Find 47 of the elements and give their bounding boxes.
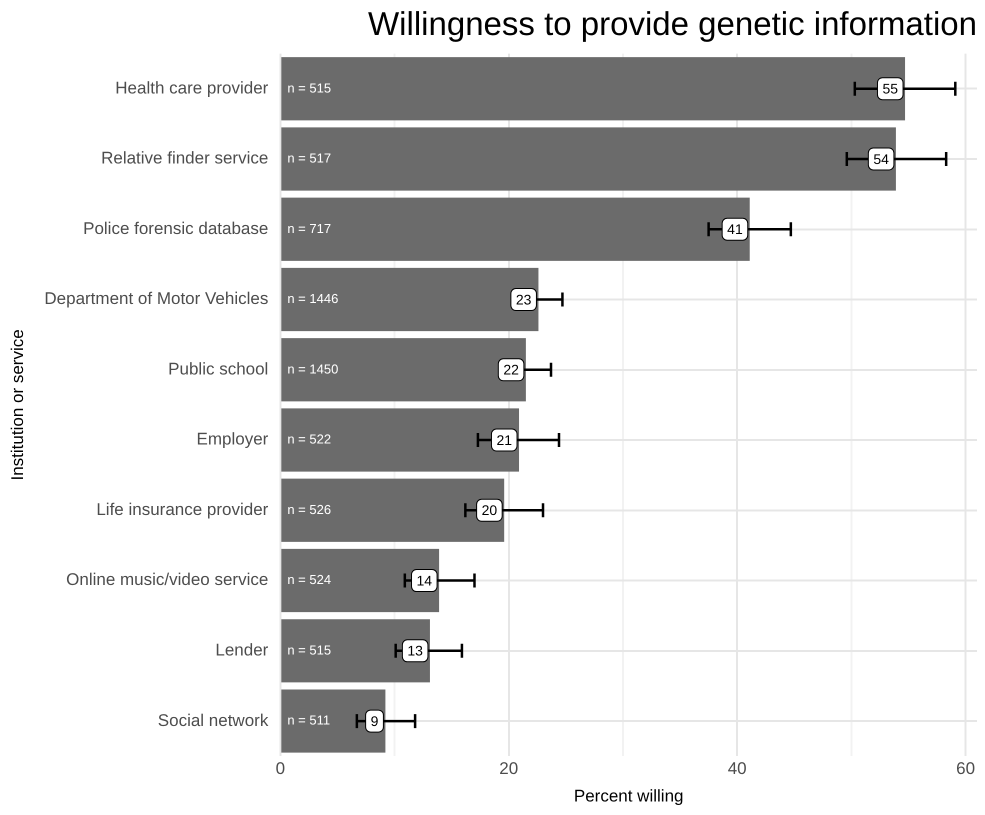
bar	[281, 127, 896, 191]
data-label: 20	[482, 502, 498, 518]
bar	[281, 408, 520, 472]
y-tick-label: Health care provider	[115, 78, 269, 98]
annotation: n = 524	[287, 572, 332, 588]
y-tick-label: Relative finder service	[101, 148, 268, 168]
data-label: 41	[727, 221, 743, 238]
annotation: n = 511	[287, 712, 330, 728]
bar	[281, 548, 440, 612]
data-label: 13	[407, 642, 424, 659]
x-tick-label: 40	[728, 759, 747, 778]
bar	[281, 619, 430, 682]
y-tick-label: Social network	[158, 710, 269, 730]
x-tick-label: 20	[499, 759, 518, 778]
annotation: n = 515	[287, 80, 332, 96]
bar	[281, 478, 504, 542]
data-label: 21	[496, 432, 512, 448]
annotation: n = 717	[287, 220, 332, 236]
data-label: 22	[503, 362, 520, 378]
annotation: n = 526	[287, 502, 332, 517]
x-tick-label: 0	[276, 759, 286, 778]
chart-title: Willingness to provide genetic information	[368, 4, 977, 42]
bar	[281, 689, 386, 753]
y-tick-label: Police forensic database	[83, 218, 268, 238]
data-label: 55	[882, 80, 898, 97]
y-tick-label: Online music/video service	[66, 570, 268, 590]
data-label: 54	[873, 150, 890, 167]
data-label: 23	[516, 291, 532, 308]
x-tick-label: 60	[956, 759, 976, 778]
y-tick-label: Life insurance provider	[96, 500, 269, 519]
y-tick-label: Department of Motor Vehicles	[44, 289, 268, 308]
y-tick-label: Employer	[196, 430, 269, 449]
bar	[281, 198, 750, 261]
bar	[281, 57, 906, 120]
y-tick-label: Public school	[168, 359, 268, 378]
annotation: n = 522	[287, 432, 332, 447]
annotation: n = 1450	[287, 361, 338, 376]
bar	[281, 268, 538, 332]
annotation: n = 515	[287, 642, 332, 658]
y-axis-title: Institution or service	[8, 329, 27, 480]
bar	[281, 338, 526, 402]
x-axis-title: Percent willing	[574, 786, 684, 806]
data-label: 14	[416, 572, 432, 588]
y-tick-label: Lender	[215, 640, 269, 660]
annotation: n = 517	[287, 150, 332, 166]
annotation: n = 1446	[287, 291, 338, 306]
data-label: 9	[370, 712, 379, 729]
